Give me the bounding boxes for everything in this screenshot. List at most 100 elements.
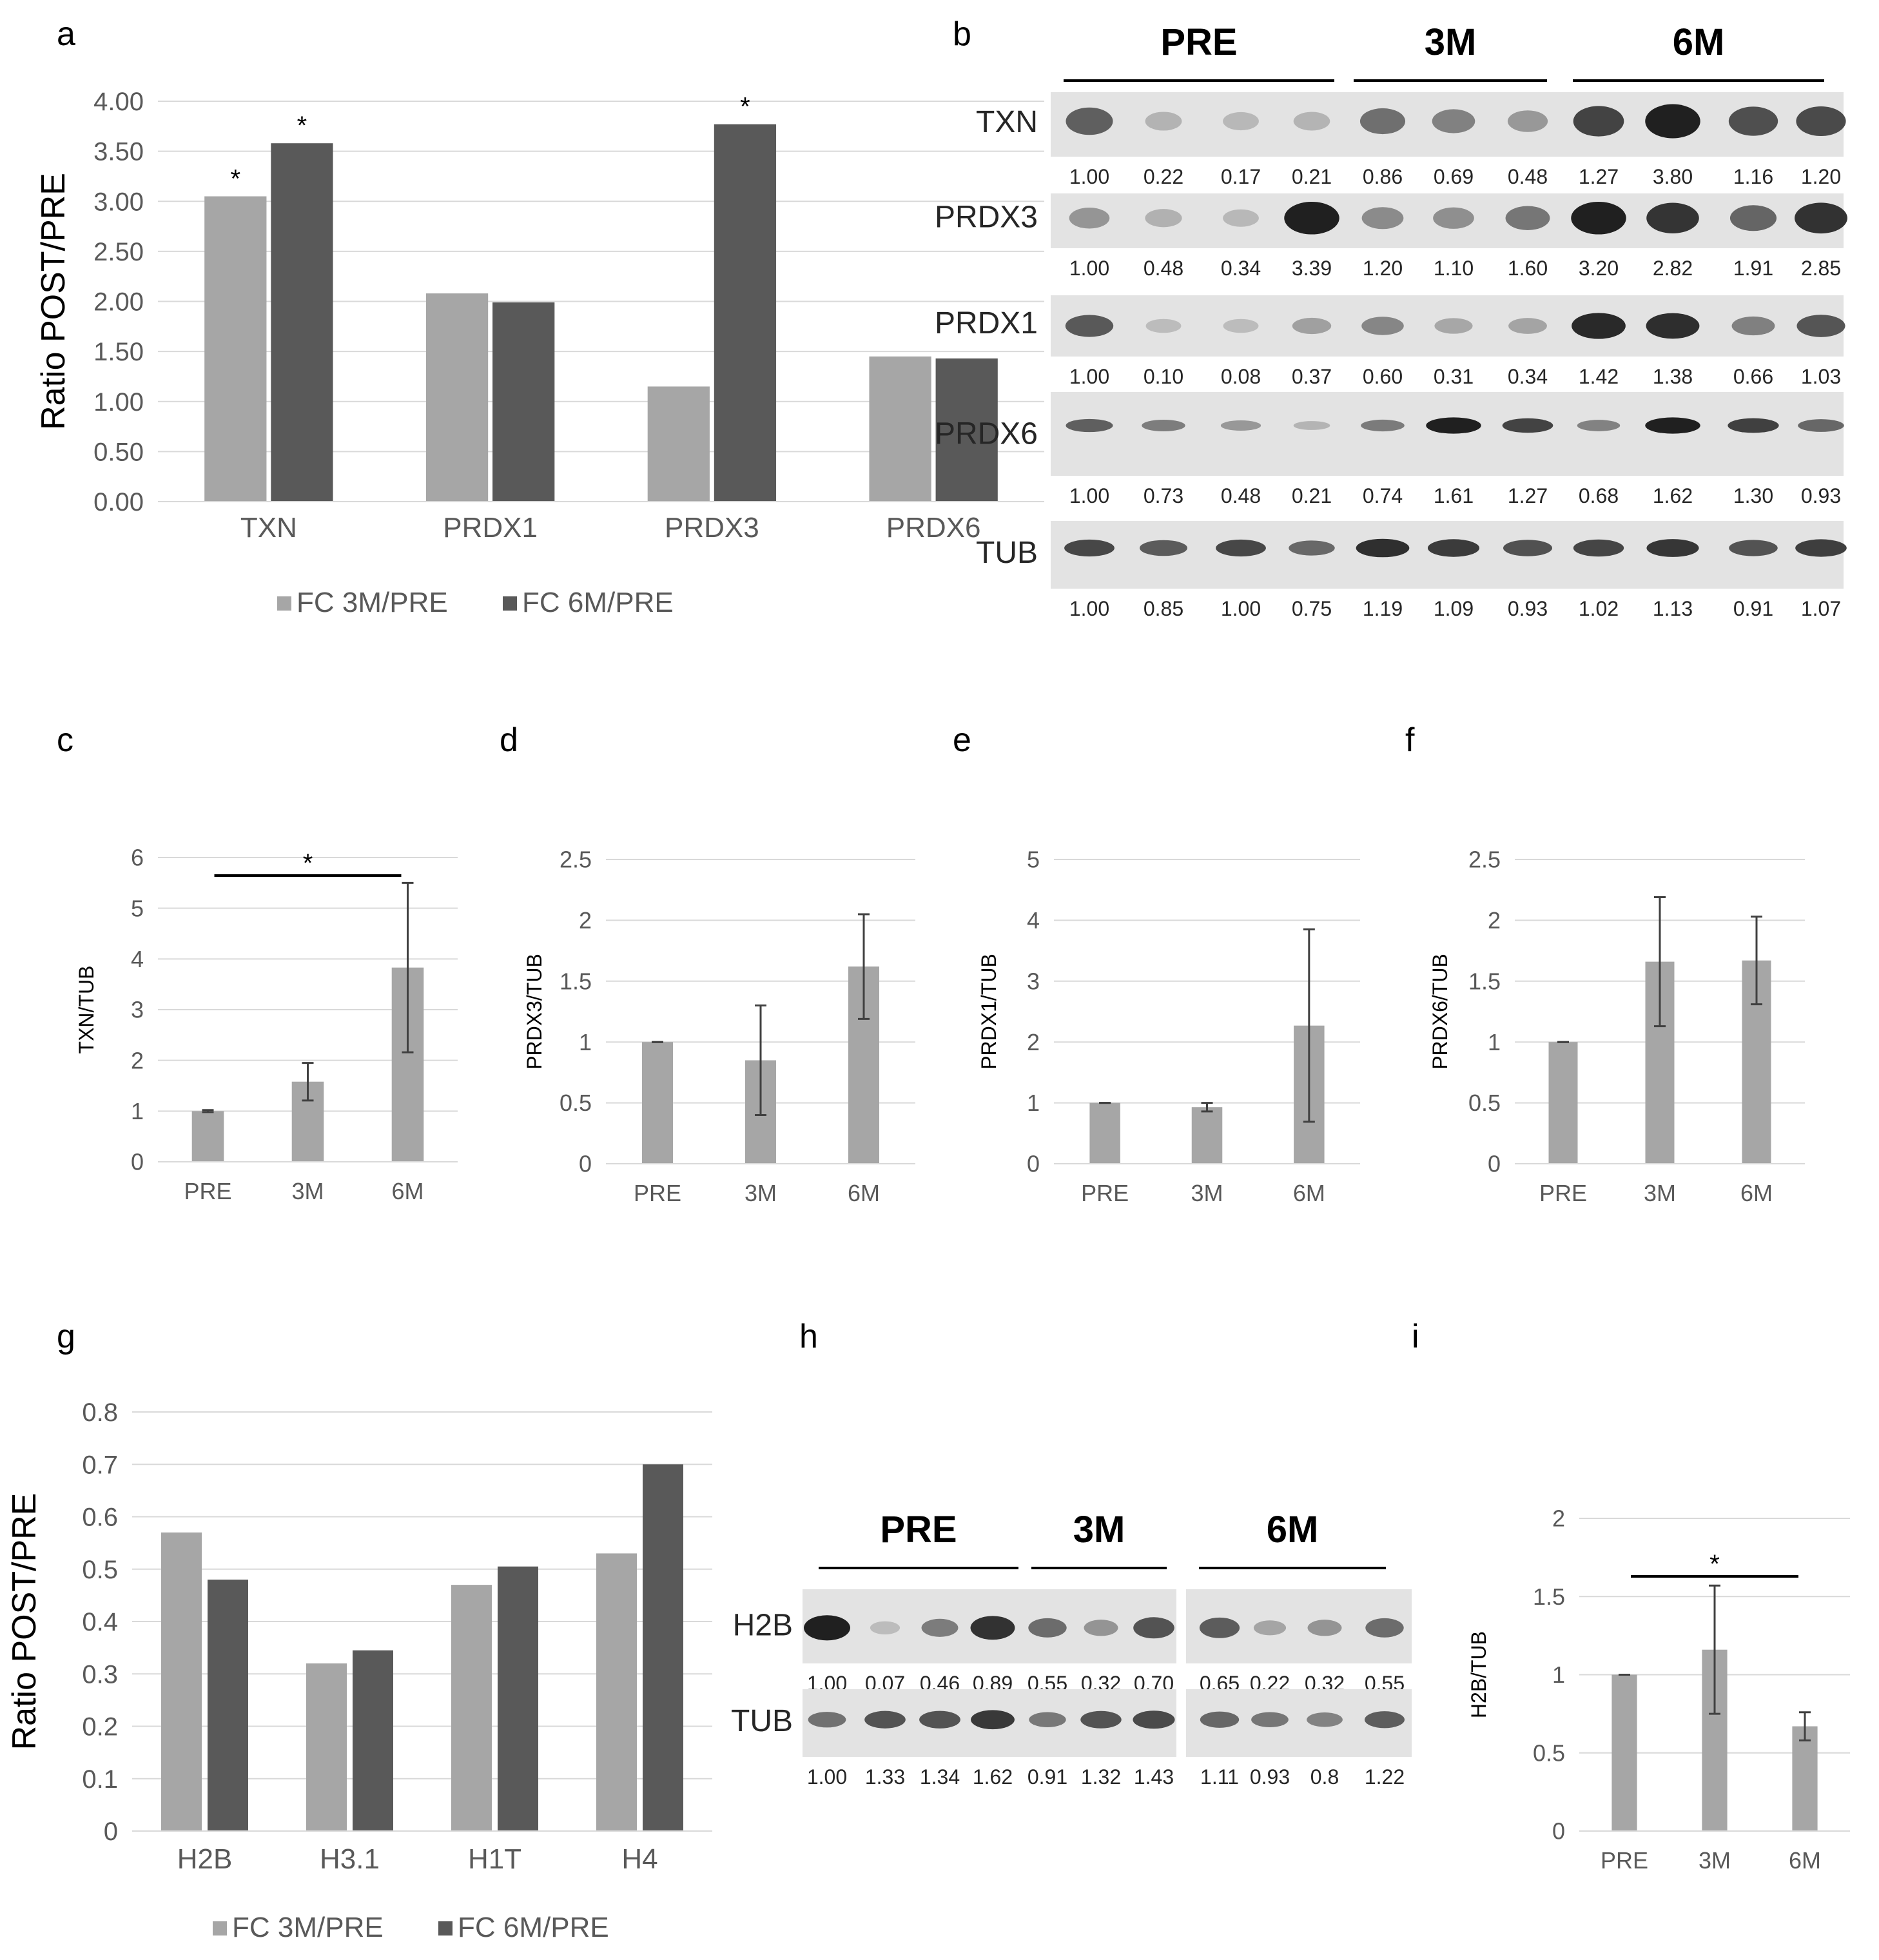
blot-band [1645,417,1700,434]
panel-letter-h: h [799,1318,818,1355]
blot-row-PRDX1: PRDX1 1.00 0.10 0.08 0.37 0.60 0.31 0.34 1.42 1.3… [935,295,1845,388]
blot-band [1307,1620,1342,1636]
x-ticks: PRE 3M 6M [1081,1180,1325,1206]
blot-band [971,1710,1015,1730]
blot-band [1795,539,1847,557]
bar-3M [1191,1107,1223,1164]
x-tick-label: 3M [1191,1180,1223,1206]
chart-panel-e: e 0 1 2 3 4 5 PRDX1/TUB PRE 3M 6M [953,721,1360,1206]
blot-value: 1.00 [807,1765,847,1788]
blot-value: 1.91 [1733,257,1773,280]
blot-band [1223,209,1259,227]
blot-value: 1.22 [1365,1765,1405,1788]
blot-band [1571,201,1626,235]
y-tick-label: 2 [1488,907,1501,934]
blot-band [1284,201,1339,235]
blot-value: 1.27 [1579,165,1619,188]
legend-swatch [277,596,291,611]
panel-letter-e: e [953,721,971,759]
blot-value: 0.66 [1733,365,1773,388]
blot-value: 0.86 [1363,165,1403,188]
y-tick-label: 1 [1488,1029,1501,1055]
blot-band [1361,419,1405,432]
bar-PRDX3-FC 6M/PRE [714,124,777,502]
x-tick-label: 6M [391,1178,424,1204]
blot-band [1427,539,1480,557]
blot-value: 0.22 [1144,165,1183,188]
bars [161,1464,683,1831]
x-tick-label: PRDX6 [886,512,981,544]
legend-swatch [438,1921,453,1936]
bar-H4-FC 3M/PRE [596,1553,637,1831]
blot-band [1577,420,1621,431]
panel-letter-f: f [1405,721,1415,759]
blot-value: 0.8 [1310,1765,1339,1788]
blot-value: 0.21 [1292,165,1332,188]
blot-band [1729,540,1778,556]
legend-label: FC 6M/PRE [458,1912,609,1943]
blot-band [1359,108,1406,135]
x-tick-label: PRDX3 [665,512,759,544]
blot-value: 0.34 [1221,257,1261,280]
bar-PRE [1548,1042,1578,1164]
legend-label: FC 6M/PRE [522,587,674,618]
blot-value: 3.80 [1653,165,1693,188]
blot-band [808,1712,846,1728]
chart-panel-d: d 0 0.5 1 1.5 2 2.5 PRDX3/TUB PRE 3M 6M [500,721,915,1206]
blot-band [1289,540,1335,556]
panel-letter-c: c [57,721,73,759]
blot-band [1142,419,1185,432]
blot-band [1220,420,1261,431]
blot-band [1216,539,1266,557]
x-tick-label: H2B [177,1843,233,1875]
blot-value: 1.61 [1434,484,1474,507]
chart-panel-g: g 0 0.1 0.2 0.3 0.4 0.5 0.6 0.7 0.8 Ratio POST/PRE… [6,1318,712,1943]
blot-band [1508,318,1547,334]
error-bar-6M [1799,1711,1811,1741]
blot-value: 1.32 [1081,1765,1121,1788]
blot-band [1796,106,1846,136]
charts-layer: a0.000.501.001.502.002.503.003.504.00Rat… [6,15,1850,1943]
bars [1548,896,1771,1164]
blot-value: 0.73 [1144,484,1183,507]
x-tick-label: H4 [621,1843,657,1875]
blot-value: 2.85 [1801,257,1841,280]
x-tick-label: 3M [1644,1180,1676,1206]
blot-value: 1.34 [920,1765,960,1788]
y-tick-label: 2.00 [93,288,144,317]
x-tick-label: TXN [240,512,297,544]
blot-label: PRDX3 [935,201,1038,235]
blot-band [1069,208,1110,229]
blot-band [1200,1711,1240,1728]
significance-star: * [297,112,307,140]
blot-band [1133,1710,1175,1729]
blot-band [1356,538,1410,558]
panel-letter-g: g [57,1318,75,1355]
blot-band [1365,1618,1404,1638]
error-bar-6M [858,913,870,1020]
blot-value: 1.00 [1069,165,1109,188]
blot-value: 1.00 [1069,365,1109,388]
blot-band [921,1618,959,1637]
blot-value: 0.93 [1250,1765,1290,1788]
blot-value: 0.10 [1144,365,1183,388]
y-axis-label: H2B/TUB [1467,1631,1490,1718]
blot-value: 2.82 [1653,257,1693,280]
blot-value: 1.33 [865,1765,905,1788]
x-tick-label: 6M [1789,1847,1821,1874]
blot-band [1084,1620,1118,1636]
blot-band [1199,1617,1240,1638]
y-axis-label: PRDX1/TUB [977,954,1000,1070]
blot-band [1028,1618,1067,1638]
y-tick-label: 3.00 [93,188,144,216]
y-tick-label: 0.2 [82,1713,118,1741]
blot-band [1307,1712,1343,1727]
panel-letter-b: b [953,15,971,53]
y-tick-label: 6 [131,845,144,871]
x-tick-label: 3M [1699,1847,1731,1874]
blot-value: 0.68 [1579,484,1619,507]
blot-band [864,1710,906,1729]
x-ticks: PRE 3M 6M [184,1178,424,1204]
y-tick-label: 0.00 [93,488,144,516]
y-tick-label: 2.5 [1468,847,1501,873]
